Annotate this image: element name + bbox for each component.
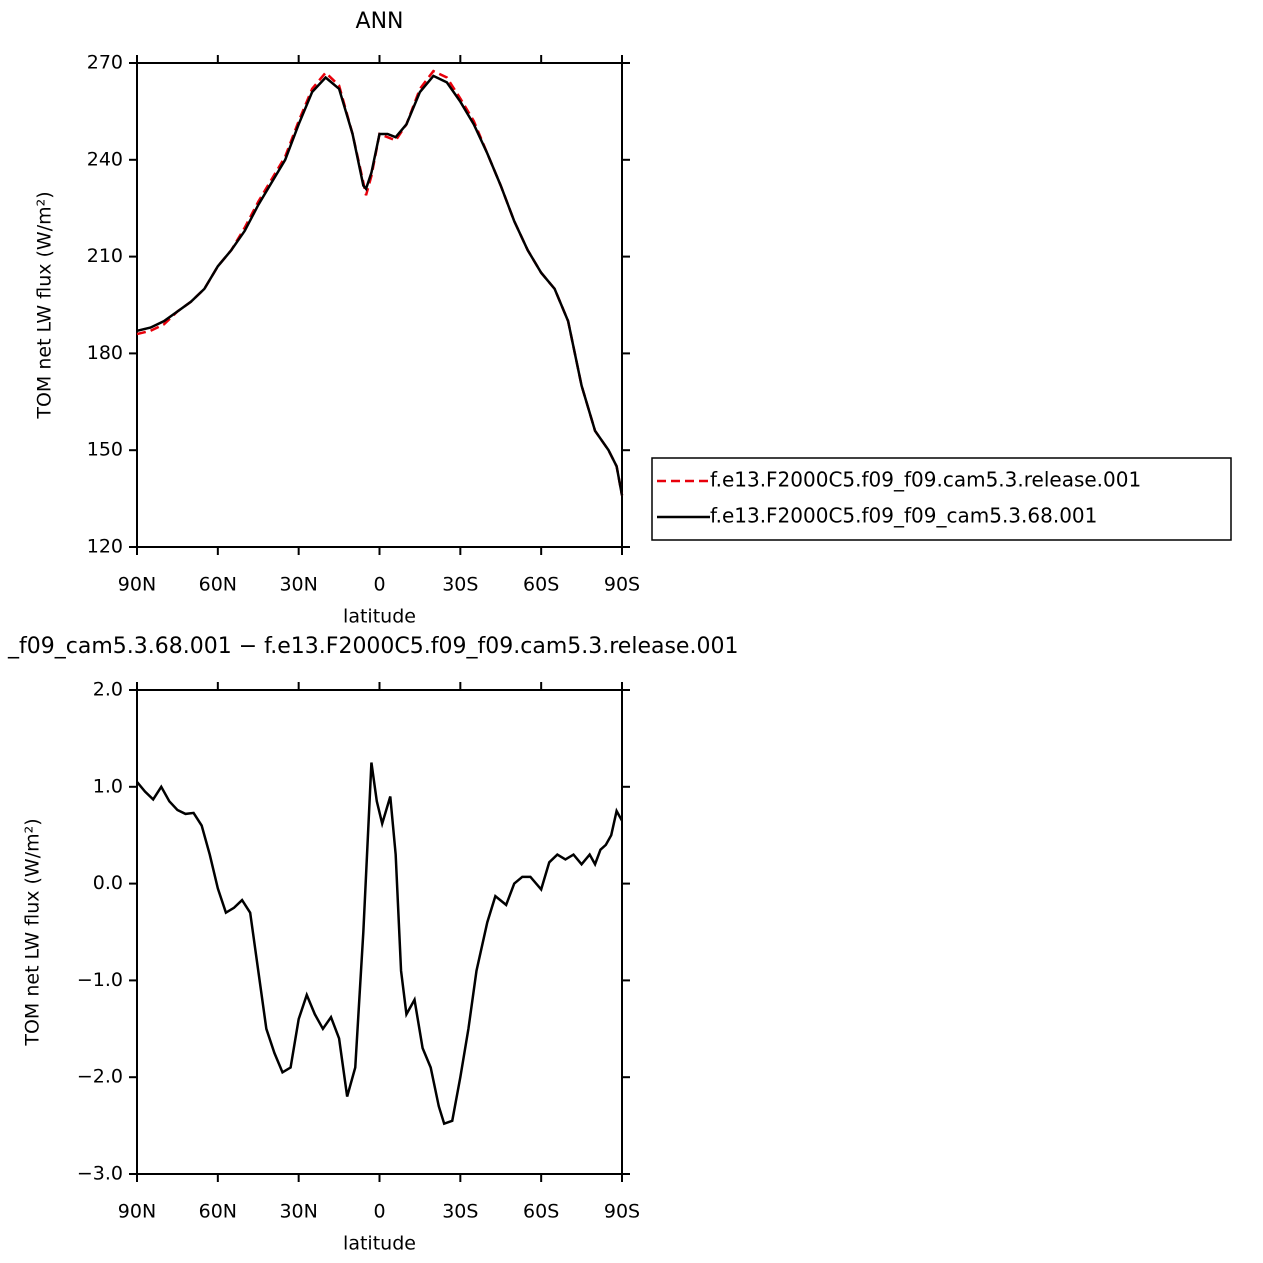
x-tick-label: 30N	[279, 1201, 317, 1223]
x-tick-label: 0	[373, 574, 385, 596]
y-tick-label: 0.0	[93, 872, 123, 894]
y-tick-label: 240	[87, 148, 123, 170]
x-tick-label: 90N	[118, 1201, 156, 1223]
plot-frame	[136, 689, 623, 1175]
legend-label: f.e13.F2000C5.f09_f09.cam5.3.release.001	[710, 468, 1141, 492]
y-tick-label: 120	[87, 536, 123, 558]
y-tick-label: 150	[87, 439, 123, 461]
x-axis-label: latitude	[343, 606, 416, 628]
data-line	[136, 762, 624, 1126]
y-axis-label: TOM net LW flux (W/m²)	[22, 818, 44, 1046]
x-tick-label: 60N	[199, 574, 237, 596]
x-tick-label: 60S	[523, 574, 559, 596]
x-tick-label: 30S	[442, 1201, 478, 1223]
legend-label: f.e13.F2000C5.f09_f09_cam5.3.68.001	[710, 504, 1097, 528]
y-tick-label: −3.0	[77, 1163, 123, 1185]
x-tick-label: 30S	[442, 574, 478, 596]
y-tick-label: −1.0	[77, 969, 123, 991]
y-tick-label: 180	[87, 342, 123, 364]
x-tick-label: 90N	[118, 574, 156, 596]
y-tick-label: 270	[87, 52, 123, 74]
chart-title: ANN	[356, 9, 404, 34]
x-tick-label: 90S	[604, 1201, 640, 1223]
x-tick-label: 0	[373, 1201, 385, 1223]
data-line	[136, 74, 624, 496]
y-tick-label: 2.0	[93, 679, 123, 701]
y-tick-label: 210	[87, 245, 123, 267]
x-tick-label: 60S	[523, 1201, 559, 1223]
legend-box	[651, 457, 1232, 541]
y-axis-label: TOM net LW flux (W/m²)	[34, 191, 56, 419]
y-tick-label: −2.0	[77, 1066, 123, 1088]
x-tick-label: 30N	[279, 574, 317, 596]
y-tick-label: 1.0	[93, 775, 123, 797]
x-axis-label: latitude	[343, 1233, 416, 1255]
x-tick-label: 90S	[604, 574, 640, 596]
chart-title: _f09_cam5.3.68.001 − f.e13.F2000C5.f09_f…	[7, 634, 738, 659]
x-tick-label: 60N	[199, 1201, 237, 1223]
